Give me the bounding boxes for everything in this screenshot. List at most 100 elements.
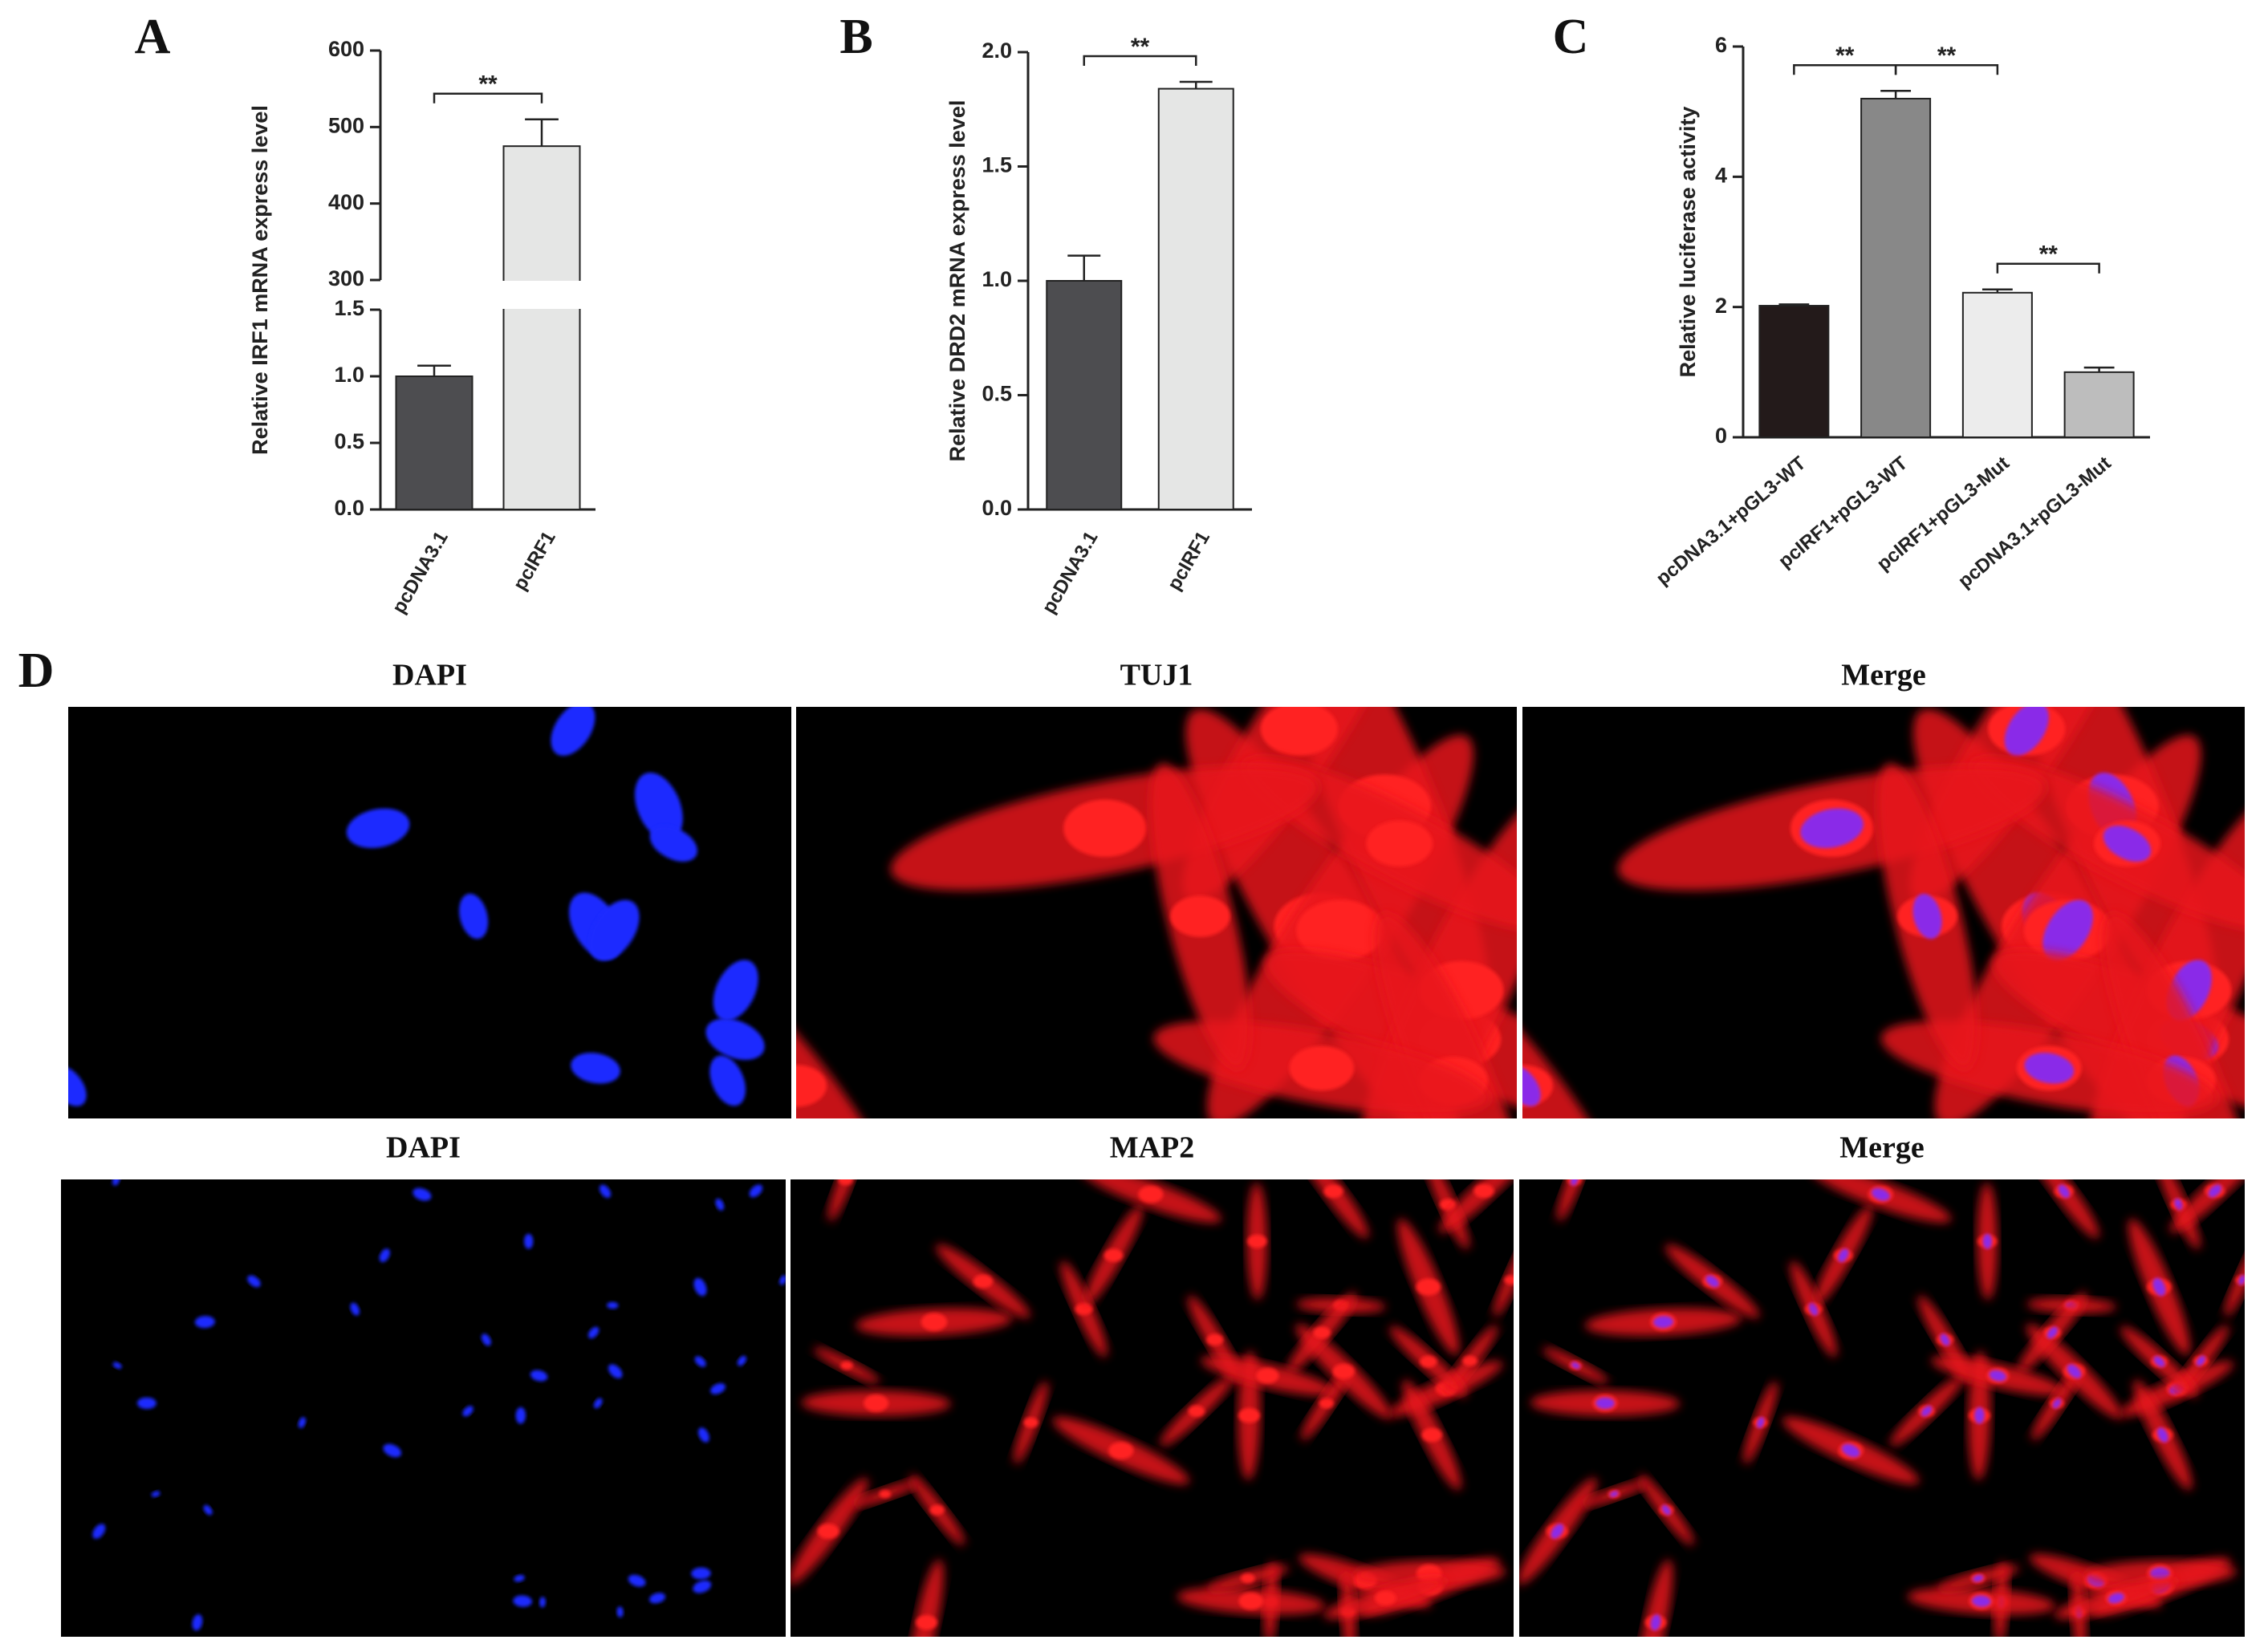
nucleus [92,1524,106,1539]
y-tick-label: 4 [1715,163,1727,187]
error-bar [2083,366,2115,372]
significance-bracket: ** [433,71,543,104]
nucleus [1982,1233,1992,1249]
bracket [433,92,543,104]
nucleus [698,1427,709,1443]
nucleus [649,826,697,862]
nucleus [1551,1524,1564,1539]
micrograph [796,707,1517,1118]
y-tick-label: 0.0 [982,496,1012,520]
nucleus [112,1362,122,1370]
micrograph [791,1179,1514,1637]
cell-soma [1416,1278,1441,1296]
cell-soma [864,1394,889,1412]
nucleus [1974,1406,1985,1424]
nucleus [2156,1427,2168,1443]
cell-soma [1289,1045,1355,1091]
x-tick-label: pcDNA3.1 [1038,528,1102,618]
nucleus [1705,1275,1719,1288]
nucleus [247,1275,261,1288]
micrograph [1522,707,2245,1118]
nucleus [1838,1248,1849,1263]
nucleus [737,1355,747,1366]
nucleus [539,1597,546,1608]
micrograph-bg [61,1179,786,1637]
cell-soma [1323,1184,1343,1199]
cell-soma [1504,1275,1514,1285]
significance-bracket: ** [1894,43,1999,75]
nucleus [481,1333,491,1346]
panel-label: D [18,643,55,698]
nucleus [693,1580,712,1593]
nucleus [1653,1316,1674,1329]
nucleus [1973,1574,1984,1582]
nucleus [383,1443,402,1458]
nucleus [705,1018,765,1060]
bracket [1894,63,1999,75]
nucleus [1650,1614,1661,1631]
nucleus [1756,1417,1765,1428]
significance-bracket: ** [1793,43,1897,75]
axis-break [384,281,600,309]
nucleus [749,1184,763,1198]
cell-soma [973,1274,994,1289]
bar [1157,87,1234,511]
nucleus [462,1406,474,1417]
cell-soma [1188,1405,1205,1418]
y-tick-label: 1.5 [334,296,364,320]
nucleus [2004,707,2049,756]
nucleus [2196,1355,2205,1366]
cell-soma [1023,1417,1038,1428]
cell-soma [1238,1407,1261,1423]
panel-label: C [1553,10,1589,64]
nucleus [515,1406,526,1424]
bar [1961,291,2033,438]
nucleus [587,1326,600,1339]
image-title: Merge [1839,1131,1924,1165]
cell-soma [1421,1427,1443,1443]
nucleus [459,893,489,940]
nucleus [693,1277,707,1297]
significance-text: ** [1937,43,1957,69]
nucleus [571,1053,620,1084]
y-tick-label: 400 [328,190,364,214]
nucleus [628,1574,646,1587]
nucleus [2174,1198,2184,1211]
nucleus [136,1397,156,1410]
significance-text: ** [1131,34,1150,60]
y-tick-label: 0.5 [982,382,1012,406]
cell-soma [796,1065,827,1107]
cell-soma [1319,1398,1335,1409]
y-axis-label: Relative DRD2 mRNA express level [945,100,969,462]
nucleus [379,1248,390,1263]
nucleus [1920,1406,1933,1417]
cell-soma [1473,1183,1494,1199]
nucleus [2150,1567,2170,1580]
nucleus [2058,1184,2070,1199]
nucleus [551,707,595,756]
bracket [1996,262,2100,274]
bar [1758,305,1830,438]
error-bar [1778,303,1810,306]
nucleus [616,1606,624,1617]
nucleus [346,808,410,848]
nucleus [593,1398,603,1409]
significance-text: ** [2039,242,2059,268]
nucleus [2107,1593,2124,1604]
cell-soma [921,1313,948,1331]
nucleus [2046,1326,2059,1339]
nucleus [513,1595,533,1607]
cell-soma [840,1361,853,1370]
nucleus [2208,1184,2221,1198]
bar [1860,97,1932,439]
y-tick-label: 1.5 [982,153,1012,177]
nucleus [2103,826,2152,862]
error-bar [417,364,451,376]
cell-soma [1238,1592,1264,1610]
nucleus [1841,1443,1860,1458]
nucleus [1912,893,1942,940]
y-tick-label: 1.0 [334,363,364,387]
nucleus [530,1370,548,1382]
y-tick-label: 600 [328,37,364,61]
nucleus [694,1356,706,1367]
